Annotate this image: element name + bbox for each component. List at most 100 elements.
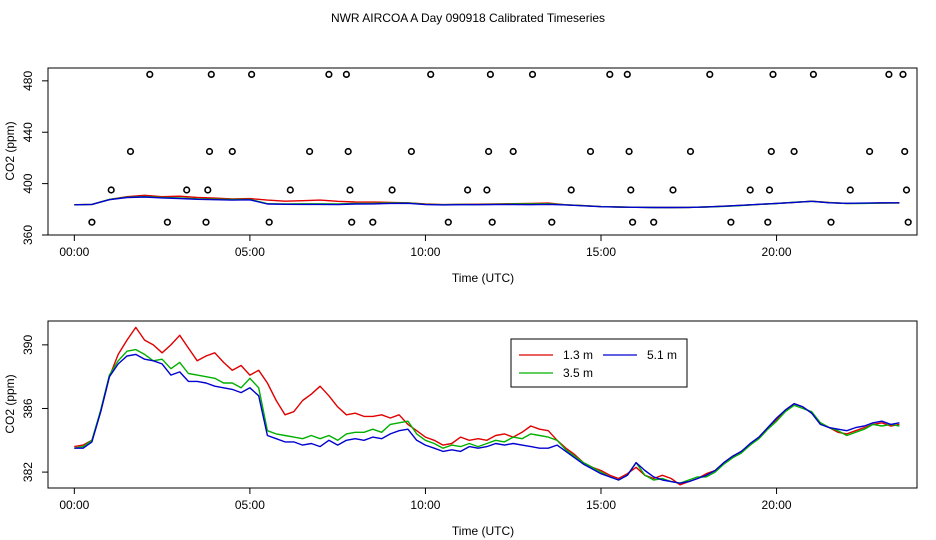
top-standard-marker [407, 147, 416, 156]
bottom-series-line-5.1m [74, 353, 900, 484]
top-standard-marker [265, 218, 273, 226]
legend-label-1.3m: 1.3 m [563, 348, 593, 362]
top-standard-marker [388, 186, 396, 194]
top-standard-marker [528, 70, 537, 78]
top-standard-marker [865, 147, 874, 156]
top-standard-marker [899, 70, 907, 78]
top-y-tick-label: 440 [21, 122, 35, 142]
top-standard-marker [901, 147, 909, 156]
top-standard-marker [790, 147, 798, 156]
top-standard-marker [427, 70, 435, 78]
top-standard-marker [488, 218, 496, 226]
top-standard-marker [509, 147, 517, 156]
bottom-y-axis-label: CO2 (ppm) [3, 374, 17, 433]
top-standard-marker [764, 218, 772, 226]
top-standard-marker [809, 70, 818, 78]
top-standard-marker [885, 70, 893, 78]
top-standard-marker [163, 218, 171, 226]
top-y-tick-label: 400 [21, 173, 35, 193]
top-standard-marker [483, 186, 491, 194]
top-standard-marker [486, 70, 495, 78]
top-standard-marker [625, 147, 633, 156]
top-standard-marker [202, 218, 210, 226]
bottom-plot-frame [47, 320, 918, 489]
top-standard-marker [126, 147, 135, 156]
top-standard-marker [727, 218, 735, 226]
bottom-y-tick-label: 390 [21, 335, 35, 355]
top-standard-marker [606, 70, 614, 78]
top-x-tick-label: 10:00 [410, 245, 440, 259]
top-standard-marker [325, 70, 333, 78]
top-standard-marker [369, 218, 377, 226]
top-plot-frame [47, 67, 918, 236]
top-standard-marker [548, 218, 556, 226]
top-y-tick-label: 480 [21, 71, 35, 91]
top-standard-marker [485, 147, 493, 156]
top-x-tick-label: 00:00 [59, 245, 89, 259]
top-standard-marker [344, 147, 352, 156]
top-standard-marker [767, 147, 775, 156]
top-standard-marker [146, 70, 154, 78]
bottom-x-tick-label: 05:00 [235, 498, 265, 512]
top-x-axis-label: Time (UTC) [452, 271, 514, 285]
legend: 1.3 m 3.5 m 5.1 m [510, 338, 688, 388]
top-standard-marker [204, 186, 212, 194]
top-standard-marker [248, 70, 256, 78]
top-standard-marker [567, 186, 575, 194]
top-standard-marker [623, 70, 631, 78]
legend-label-5.1m: 5.1 m [647, 348, 677, 362]
top-standard-marker [669, 186, 677, 194]
bottom-plot-area [74, 326, 900, 486]
top-standard-marker [348, 218, 356, 226]
top-standard-marker [207, 70, 215, 78]
top-y-axis-label: CO2 (ppm) [3, 121, 17, 180]
bottom-panel: 00:00 05:00 10:00 15:00 20:00 382 386 390 Time… [3, 320, 918, 538]
top-standard-marker [706, 70, 714, 78]
top-standard-marker [228, 147, 236, 156]
top-standard-marker [107, 186, 115, 194]
top-x-tick-label: 05:00 [235, 245, 265, 259]
bottom-y-tick-label: 386 [21, 398, 35, 418]
top-panel: 00:00 05:00 10:00 15:00 20:00 360 400 440 480 T… [3, 67, 918, 285]
top-standard-marker [650, 218, 658, 226]
top-standard-marker [286, 186, 294, 194]
top-standard-marker [686, 147, 695, 156]
top-x-tick-label: 15:00 [586, 245, 616, 259]
top-standard-marker [628, 218, 637, 226]
top-standard-marker [827, 218, 835, 226]
bottom-series-line-3.5m [74, 348, 900, 484]
top-standard-marker [904, 218, 912, 226]
top-standard-marker [342, 70, 351, 78]
top-standard-marker [765, 186, 774, 194]
bottom-x-axis: 00:00 05:00 10:00 15:00 20:00 [59, 488, 792, 512]
top-standard-marker [205, 147, 214, 156]
top-standard-marker [346, 186, 354, 194]
top-y-axis: 360 400 440 480 [21, 71, 48, 245]
top-standard-marker [769, 70, 777, 78]
top-standard-marker [88, 218, 96, 226]
top-standard-marker [846, 186, 854, 194]
legend-label-3.5m: 3.5 m [563, 366, 593, 380]
top-standard-marker [586, 147, 595, 156]
top-standard-marker [902, 186, 911, 194]
bottom-x-tick-label: 10:00 [410, 498, 440, 512]
top-standard-marker [183, 186, 191, 194]
top-standard-marker [627, 186, 635, 194]
top-standard-marker [444, 218, 452, 226]
top-standard-marker [464, 186, 472, 194]
top-standard-marker [306, 147, 314, 156]
bottom-y-axis: 382 386 390 [21, 335, 48, 482]
bottom-y-tick-label: 382 [21, 462, 35, 482]
top-standard-marker [746, 186, 754, 194]
top-y-tick-label: 360 [21, 225, 35, 245]
bottom-x-tick-label: 15:00 [586, 498, 616, 512]
bottom-x-tick-label: 20:00 [762, 498, 792, 512]
legend-box [510, 338, 688, 388]
top-x-axis: 00:00 05:00 10:00 15:00 20:00 [59, 235, 792, 259]
bottom-x-tick-label: 00:00 [59, 498, 89, 512]
figure-title: NWR AIRCOA A Day 090918 Calibrated Times… [331, 11, 605, 25]
top-series-line-5.1m [74, 196, 900, 209]
top-x-tick-label: 20:00 [762, 245, 792, 259]
